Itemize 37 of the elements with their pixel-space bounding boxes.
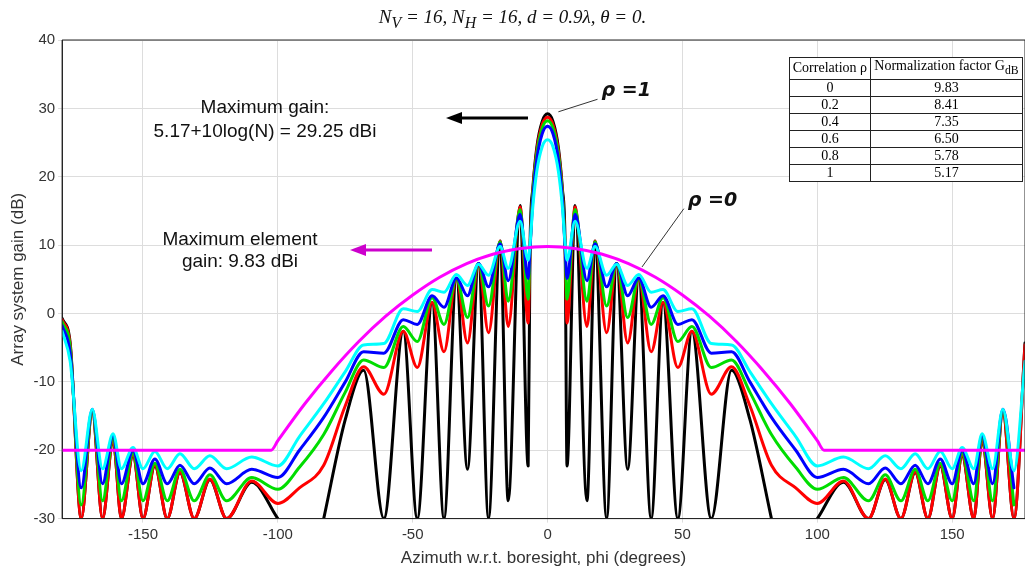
annotation: 5.78	[870, 147, 1023, 165]
y-tick-label: 10	[38, 235, 56, 253]
y-tick-label: 20	[38, 166, 56, 184]
annotation: 8.41	[870, 96, 1023, 114]
x-tick-label: 0	[543, 524, 552, 542]
annotation: 6.50	[870, 130, 1023, 148]
annotation: Normalization factor G$_{dB}$	[870, 57, 1023, 80]
annotation: 7.35	[870, 113, 1023, 131]
y-tick-label: -10	[33, 372, 56, 389]
text: ρ =0	[687, 187, 738, 210]
annotation: 9.83	[870, 79, 1023, 97]
annotation: 1	[789, 164, 871, 182]
chart-title: N$_{V}$ = 16, N$_{H}$ = 16, d = 0.9λ, θ = 0.	[377, 6, 648, 32]
annotation: Maximum gain:	[199, 96, 331, 118]
y-tick-label: 40	[38, 30, 56, 48]
annotation: 0.6	[789, 130, 871, 148]
annotation: 5.17	[870, 164, 1023, 182]
annotation: 0.8	[789, 147, 871, 165]
x-tick-label: 150	[939, 524, 965, 542]
x-axis-title: Azimuth w.r.t. boresight, phi (degrees)	[400, 548, 687, 568]
annotation: 0	[789, 79, 871, 97]
x-tick-label: -50	[401, 524, 424, 542]
annotation: Correlation ρ	[789, 57, 871, 80]
y-tick-label: -30	[33, 508, 56, 526]
y-tick-label: 0	[46, 303, 56, 321]
annotation: 5.17+10log(N) = 29.25 dBi	[152, 120, 378, 142]
annotation: 0.2	[789, 96, 871, 114]
x-tick-label: 100	[804, 524, 830, 542]
x-tick-label: -100	[262, 524, 293, 542]
x-tick-label: 50	[674, 524, 691, 542]
y-tick-label: -20	[33, 440, 56, 458]
text: ρ =1	[601, 78, 651, 101]
x-tick-label: -150	[127, 524, 159, 542]
annotation: 0.4	[789, 113, 871, 131]
annotation: Maximum element gain: 9.83 dBi	[161, 228, 319, 272]
y-axis-title: Array system gain (dB)	[7, 192, 27, 366]
y-tick-label: 30	[38, 98, 56, 116]
